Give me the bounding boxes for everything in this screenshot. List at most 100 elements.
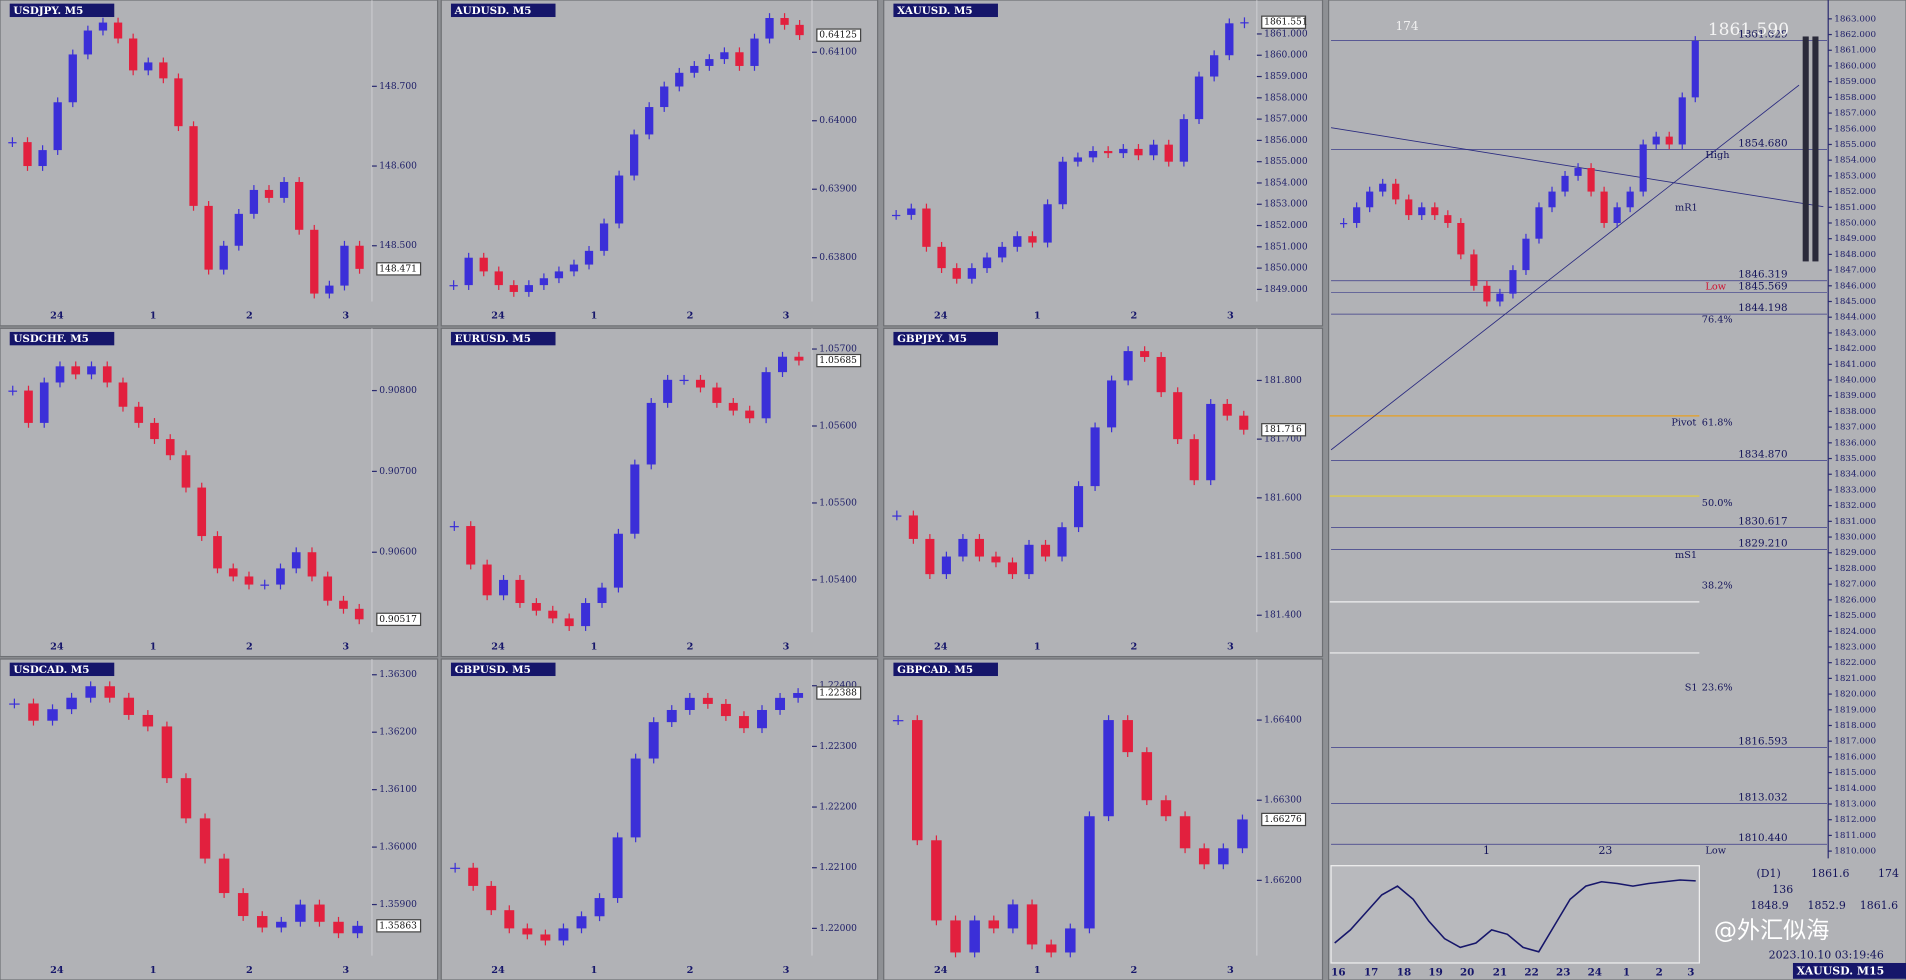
chart-panel [440, 0, 879, 327]
y-tick-label: 1.66200 [1264, 876, 1302, 886]
y-tick-label: 1838.000 [1834, 407, 1876, 417]
candle [504, 910, 515, 929]
candle [1164, 144, 1173, 162]
candle [539, 278, 549, 286]
candle [558, 928, 569, 941]
x-tick-label: 1 [150, 965, 157, 976]
y-tick-label: 1852.000 [1834, 187, 1876, 197]
level-label: 1861.629 [1738, 28, 1787, 40]
candle [646, 402, 656, 465]
candle [761, 372, 771, 419]
y-tick-label: 1815.000 [1834, 768, 1876, 778]
y-tick-label: 1856.000 [1834, 124, 1876, 134]
annotation: 61.8% [1702, 418, 1733, 429]
candle [705, 59, 714, 66]
candle [144, 62, 153, 71]
candle [479, 257, 488, 272]
level-label: 1854.680 [1738, 137, 1787, 149]
chart-title-box [9, 3, 115, 18]
annotation: High [1705, 150, 1729, 161]
oscillator-line [1334, 879, 1696, 953]
candle [1431, 207, 1439, 216]
y-tick-label: 1.05700 [819, 345, 857, 355]
candle [161, 726, 173, 779]
oscillator-pane [1330, 865, 1700, 964]
candle [684, 697, 695, 710]
x-tick-label: 2 [687, 965, 694, 976]
info-text: 174 [1878, 867, 1899, 880]
candle [1173, 392, 1183, 440]
level-label: 1830.617 [1738, 515, 1787, 527]
x-tick-label: 1 [591, 311, 598, 322]
candle [1065, 928, 1076, 953]
candle [540, 934, 551, 941]
x-tick-label: 3 [1227, 965, 1234, 976]
y-tick-label: 1836.000 [1834, 438, 1876, 448]
y-tick-label: 1816.000 [1834, 752, 1876, 762]
trend-line [1330, 84, 1800, 451]
candle [9, 703, 20, 705]
annotation: 50.0% [1702, 498, 1733, 509]
y-tick-label: 1848.000 [1834, 250, 1876, 260]
candle [279, 181, 289, 198]
chart-title-box [450, 662, 556, 677]
y-tick-label: 1828.000 [1834, 564, 1876, 574]
candle [234, 213, 243, 246]
y-tick-label: 1.05400 [819, 575, 857, 585]
candle [614, 175, 624, 224]
candle [720, 703, 731, 717]
candle [663, 379, 673, 403]
y-tick-label: 1814.000 [1834, 784, 1876, 794]
y-tick-label: 1.66400 [1264, 716, 1302, 726]
candle [1206, 403, 1216, 481]
candle [449, 526, 459, 528]
candle [745, 410, 755, 419]
candle [1405, 199, 1413, 216]
x-tick-label: 3 [342, 965, 349, 976]
candle [969, 920, 980, 953]
y-tick-label: 1813.000 [1834, 800, 1876, 810]
candle [1639, 144, 1647, 192]
y-tick-label: 1857.000 [1834, 109, 1876, 119]
candle [71, 366, 81, 375]
candle [581, 603, 591, 627]
candle [613, 533, 623, 588]
y-tick-label: 1861.000 [1264, 29, 1308, 39]
candle [925, 538, 935, 575]
x-tick-label: 3 [342, 641, 349, 652]
y-tick-label: 1.22200 [819, 803, 857, 813]
candle [1392, 183, 1400, 200]
y-tick-label: 1835.000 [1834, 454, 1876, 464]
level-label: 1846.319 [1738, 269, 1787, 281]
y-tick-label: 0.64000 [819, 116, 857, 126]
x-tick-label: 22 [1524, 967, 1538, 979]
candle [129, 38, 138, 71]
y-tick-label: 1850.000 [1264, 264, 1308, 274]
y-tick-label: 1853.000 [1834, 171, 1876, 181]
y-tick-label: 0.90700 [379, 467, 417, 477]
candle [276, 568, 285, 585]
candle [142, 714, 154, 727]
candle [666, 709, 677, 723]
candle [1678, 97, 1686, 145]
x-tick-label: 2 [687, 641, 694, 652]
candle [1123, 351, 1133, 381]
x-tick-label: 18 [1397, 967, 1411, 979]
y-tick-label: 1840.000 [1834, 376, 1876, 386]
x-tick-label: 24 [50, 311, 64, 322]
candle [1457, 222, 1465, 255]
candle [702, 697, 713, 704]
candle [750, 38, 759, 66]
x-tick-label: 1 [150, 641, 157, 652]
y-tick-label: 148.700 [379, 82, 417, 92]
candle [1043, 204, 1052, 243]
candle [1222, 403, 1232, 416]
candle [675, 72, 684, 87]
candle [679, 379, 689, 382]
candle [1239, 415, 1249, 430]
y-tick-label: 1826.000 [1834, 595, 1876, 605]
last-price-label: 1.05685 [819, 356, 857, 366]
candle [793, 693, 804, 698]
annotation: 38.2% [1702, 581, 1733, 592]
y-tick-label: 1830.000 [1834, 533, 1876, 543]
